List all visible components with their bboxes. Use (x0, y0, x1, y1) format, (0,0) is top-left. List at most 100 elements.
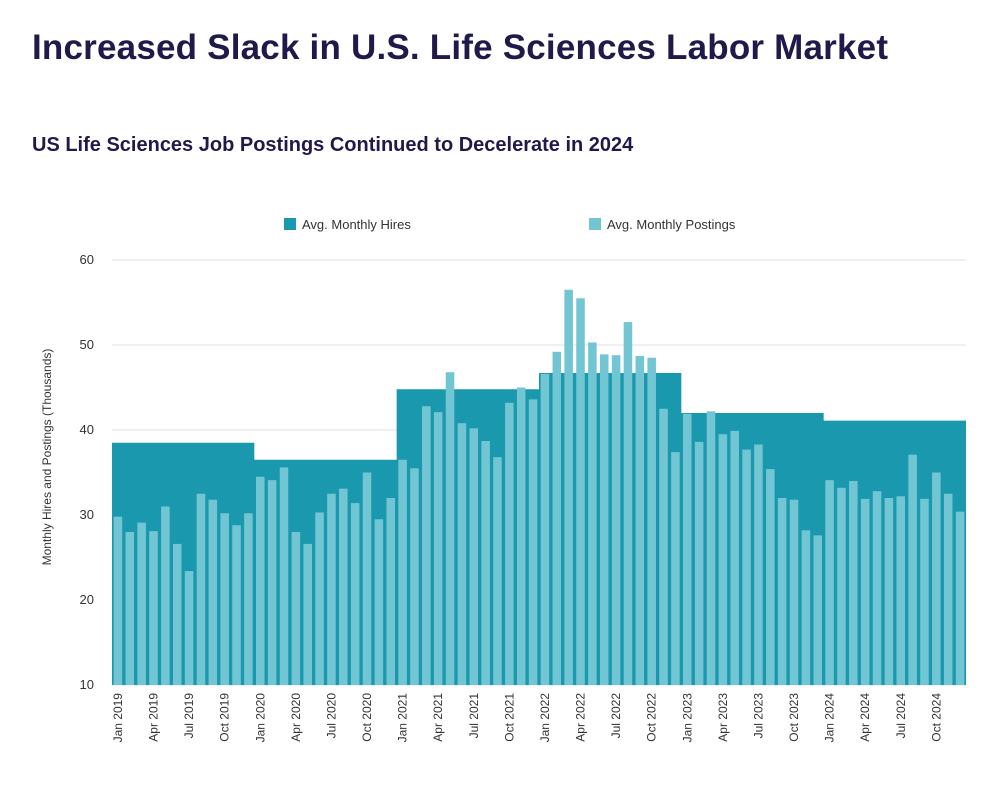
hires-area (112, 373, 966, 685)
postings-bar (849, 481, 858, 685)
x-tick-label: Oct 2019 (218, 693, 232, 742)
x-tick-label: Oct 2023 (787, 693, 801, 742)
chart-subtitle: US Life Sciences Job Postings Continued … (32, 134, 634, 156)
postings-bar (528, 399, 538, 685)
postings-bar (718, 434, 728, 685)
x-tick-label: Apr 2019 (147, 693, 161, 742)
postings-bar (777, 498, 787, 685)
postings-bar (682, 413, 692, 685)
postings-bar (694, 441, 704, 685)
legend-swatch-postings (589, 218, 601, 230)
postings-bar (422, 406, 431, 685)
postings-bar (149, 531, 158, 685)
postings-bar (291, 532, 301, 685)
postings-bar (469, 428, 479, 685)
x-tick-label: Jan 2020 (253, 693, 267, 743)
postings-bar (505, 402, 514, 685)
postings-bar (825, 480, 834, 685)
x-tick-label: Jan 2022 (538, 693, 552, 743)
x-tick-label: Apr 2021 (431, 693, 445, 742)
x-tick-label: Jul 2023 (751, 693, 765, 739)
postings-bar (339, 488, 348, 685)
postings-bar (742, 449, 751, 685)
x-tick-label: Oct 2021 (502, 693, 516, 742)
x-tick-label: Oct 2020 (360, 693, 374, 742)
postings-bar (540, 373, 550, 685)
x-tick-label: Apr 2023 (716, 693, 730, 742)
legend-swatch-hires (284, 218, 296, 230)
postings-bar (813, 535, 823, 685)
postings-bar (350, 503, 360, 685)
x-tick-label: Oct 2022 (645, 693, 659, 742)
postings-series (113, 289, 965, 685)
postings-bar (255, 476, 265, 685)
postings-bar (576, 298, 585, 685)
postings-bar (754, 444, 763, 685)
postings-bar (327, 493, 336, 685)
y-axis-ticks: 10 20 30 40 50 60 (80, 252, 94, 692)
y-tick-label: 60 (80, 252, 94, 267)
y-axis-label: Monthly Hires and Postings (Thousands) (40, 349, 54, 566)
legend-label-hires: Avg. Monthly Hires (302, 217, 411, 232)
postings-bar (113, 516, 123, 685)
postings-bar (208, 499, 218, 685)
x-tick-label: Jul 2020 (324, 693, 338, 739)
postings-bar (884, 498, 894, 685)
y-tick-label: 50 (80, 337, 94, 352)
postings-bar (398, 459, 407, 685)
x-axis-ticks: Jan 2019 Apr 2019 Jul 2019 Oct 2019 Jan 2020… (111, 693, 943, 743)
postings-bar (611, 355, 621, 685)
postings-bar (267, 480, 277, 685)
x-tick-label: Apr 2024 (858, 693, 872, 742)
postings-bar (232, 525, 241, 685)
postings-bar (837, 487, 846, 685)
postings-bar (516, 387, 526, 685)
postings-bar (730, 430, 739, 685)
y-tick-label: 10 (80, 677, 94, 692)
postings-bar (766, 469, 775, 685)
postings-bar (908, 454, 917, 685)
postings-bar (386, 498, 396, 685)
postings-bar (801, 530, 811, 685)
postings-bar (920, 498, 929, 685)
postings-bar (457, 423, 467, 685)
postings-bar (896, 496, 906, 685)
x-tick-label: Oct 2024 (929, 693, 943, 742)
postings-bar (433, 412, 443, 685)
postings-bar (493, 457, 502, 685)
postings-bar (623, 322, 633, 685)
postings-bar (445, 372, 455, 685)
x-tick-label: Apr 2022 (574, 693, 588, 742)
postings-bar (872, 491, 882, 685)
postings-bar (599, 354, 609, 685)
x-tick-label: Jan 2023 (680, 693, 694, 743)
x-tick-label: Apr 2020 (289, 693, 303, 742)
y-tick-label: 20 (80, 592, 94, 607)
postings-bar (943, 493, 953, 685)
postings-bar (789, 499, 799, 685)
x-tick-label: Jul 2022 (609, 693, 623, 739)
postings-bar (659, 408, 668, 685)
postings-bar (410, 468, 419, 685)
postings-bar (647, 357, 656, 685)
x-tick-label: Jul 2024 (894, 693, 908, 739)
postings-bar (220, 513, 229, 685)
postings-bar (244, 513, 253, 685)
legend: Avg. Monthly Hires Avg. Monthly Postings (284, 217, 736, 232)
y-tick-label: 40 (80, 422, 94, 437)
postings-bar (303, 543, 312, 685)
x-tick-label: Jan 2021 (396, 693, 410, 743)
x-tick-label: Jul 2019 (182, 693, 196, 739)
postings-bar (860, 498, 870, 685)
legend-label-postings: Avg. Monthly Postings (607, 217, 736, 232)
postings-bar (161, 506, 170, 685)
x-tick-label: Jan 2024 (823, 693, 837, 743)
postings-bar (362, 472, 372, 685)
postings-bar (279, 467, 289, 685)
postings-bar (588, 342, 597, 685)
postings-bar (955, 511, 965, 685)
postings-bar (315, 512, 324, 685)
hires-series (112, 373, 966, 685)
postings-bar (564, 289, 573, 685)
